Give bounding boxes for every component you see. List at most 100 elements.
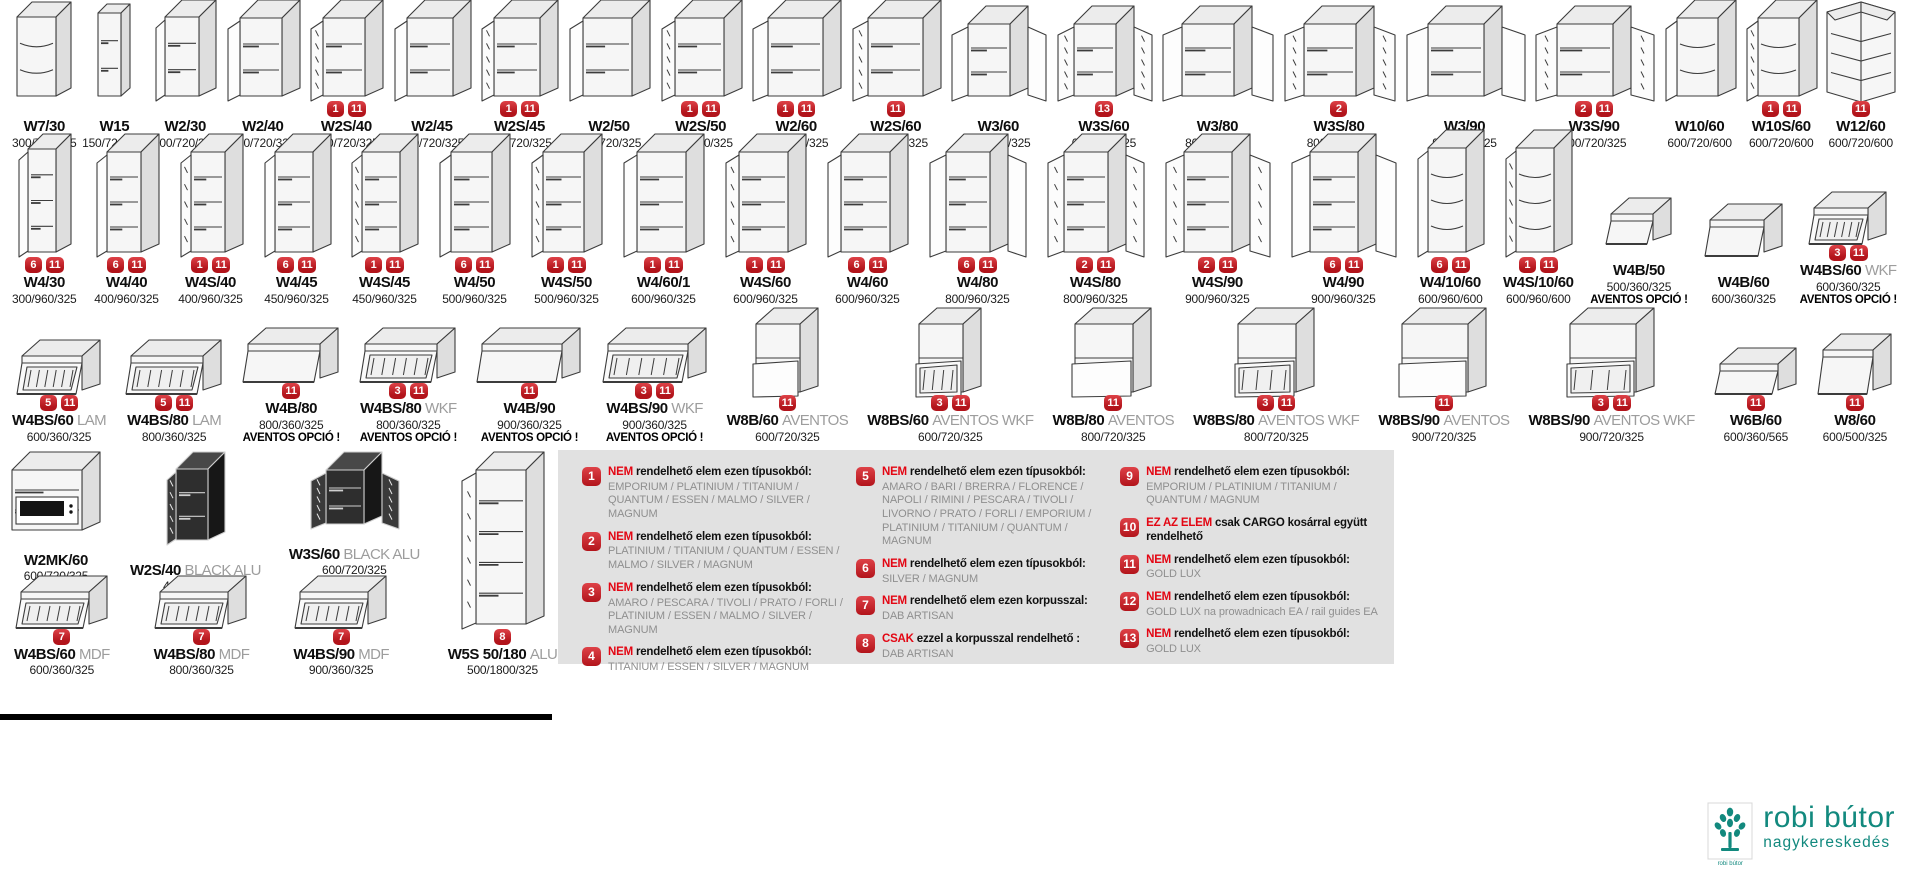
badge-row: 7 [53, 628, 71, 646]
restriction-badge-11: 11 [348, 101, 366, 118]
legend-badge-8: 8 [855, 633, 875, 653]
legend-text: NEM rendelhető elem ezen típusokból: EMPO… [608, 466, 846, 522]
legend-keyword: NEM [1146, 591, 1172, 604]
restriction-badge-11: 11 [656, 383, 674, 400]
cabinet-dimensions: 800/960/325 [945, 291, 1010, 306]
cabinet-drawing [1704, 202, 1784, 260]
cabinet-drawing [722, 132, 808, 260]
cabinet-code: W2/40 [242, 118, 284, 136]
cabinet-dimensions: 600/720/325 [755, 429, 820, 444]
restriction-badge-11: 11 [175, 395, 194, 412]
cabinet-name: W4/30 [24, 275, 66, 291]
cabinet-drawing [154, 574, 248, 632]
cabinet-name: W4/60 [847, 275, 889, 291]
cabinet-dimensions: 400/960/325 [178, 291, 243, 306]
legend-badge-7: 7 [855, 596, 875, 616]
cabinet-item: 2 11 W4S/80 800/960/325 [1044, 132, 1146, 306]
logo-title: robi bútor [1763, 801, 1895, 834]
cabinet-item: 11 W12/60 600/720/600 [1825, 0, 1897, 150]
legend-heading: NEM rendelhető elem ezen típusokból: [608, 466, 812, 478]
cabinet-dimensions: 900/720/325 [1411, 429, 1477, 444]
cabinet-variant-suffix: AVENTOS WKF [1589, 412, 1695, 430]
restriction-badge-11: 11 [1452, 257, 1470, 274]
cabinet-item: W2/30 300/720/325 [152, 0, 218, 150]
cabinet-name: W4S/45 [359, 275, 410, 291]
badge-row: 7 [332, 628, 350, 646]
cabinet-item: 11 W6B/60 600/360/565 [1714, 346, 1798, 444]
cabinet-code: W4/80 [956, 274, 999, 292]
restriction-badge-11: 11 [1746, 395, 1765, 412]
cabinet-item: 2 11 W3S/90 900/720/325 [1532, 4, 1656, 150]
cabinet-item: W2/50 500/720/325 [566, 0, 652, 150]
cabinet-drawing [436, 132, 512, 260]
restriction-badge-6: 6 [24, 257, 42, 274]
cabinet-item: 11 W4B/90 900/360/325 AVENTOS OPCIÓ ! [476, 326, 582, 444]
cabinet-drawing [849, 0, 943, 104]
cabinet-name: W3S/60 [1078, 119, 1129, 135]
badge-row: 11 [1104, 394, 1123, 412]
cabinet-row-3: 5 11 W4BS/60 LAM 600/360/325 5 11 W4BS/80 LAM 8… [0, 306, 1909, 444]
cabinet-item: 11 W8/60 600/500/325 [1817, 332, 1893, 444]
restriction-badge-2: 2 [1574, 101, 1592, 118]
cabinet-drawing [307, 450, 401, 532]
cabinet-variant-suffix: AVENTOS [778, 412, 849, 430]
legend-badge-6: 6 [855, 558, 875, 578]
cabinet-code: W6B/60 [1729, 412, 1782, 430]
restriction-badge-11: 11 [128, 257, 146, 274]
cabinet-name: W4BS/60 LAM [12, 412, 107, 430]
cabinet-drawing [476, 326, 582, 386]
cabinet-item: W2/40 400/720/325 [224, 0, 302, 150]
cabinet-item: W3S/60 BLACK ALU 600/720/325 [289, 450, 420, 578]
cabinet-name: W4/60/1 [637, 275, 690, 291]
cabinet-drawing [1714, 346, 1798, 398]
legend-item-2: 2 NEM rendelhető elem ezen típusokból: PLA… [582, 531, 846, 573]
badge-row: 11 [778, 394, 797, 412]
badge-row: 2 11 [1076, 256, 1115, 274]
cabinet-dimensions: 800/960/325 [1063, 291, 1128, 306]
cabinet-dimensions: 600/720/600 [1828, 135, 1894, 150]
legend-badge-1: 1 [582, 467, 601, 486]
cabinet-drawing [242, 326, 340, 386]
cabinet-code: W4/60/1 [636, 274, 690, 292]
cabinet-code: W4BS/90 [606, 400, 668, 418]
cabinet-drawing [15, 0, 73, 104]
restriction-badge-1: 1 [644, 257, 662, 274]
restriction-badge-1: 1 [547, 257, 565, 274]
cabinet-drawing [1817, 332, 1893, 398]
cabinet-item: 3 11 W8BS/60 AVENTOS WKF 600/720/325 [867, 306, 1034, 444]
logo-subtitle: nagykereskedés [1763, 833, 1891, 851]
cabinet-item: 6 11 W4/80 800/960/325 [926, 132, 1028, 306]
restriction-badge-8: 8 [493, 629, 511, 645]
cabinet-item: 1 11 W4S/45 450/960/325 [348, 132, 420, 306]
cabinet-name: W4S/80 [1070, 275, 1121, 291]
cabinet-code: W4BS/80 [153, 646, 216, 663]
cabinet-code: W2S/40 [130, 562, 181, 579]
badge-row: 11 [520, 382, 539, 400]
cabinet-dimensions: 600/720/325 [322, 563, 387, 578]
restriction-badge-7: 7 [192, 629, 210, 645]
cabinet-row-5: 7 W4BS/60 MDF 600/360/325 7 W4BS/80 MDF 800/3… [14, 574, 390, 678]
cabinet-drawing [391, 0, 473, 104]
restriction-badge-11: 11 [767, 257, 785, 274]
legend-keyword: NEM [881, 466, 907, 478]
cabinet-code: W4/90 [1322, 274, 1365, 292]
restriction-badge-11: 11 [1539, 257, 1558, 274]
cabinet-code: W15 [99, 118, 130, 136]
cabinet-name: W8B/60 AVENTOS [727, 412, 849, 430]
legend-body: GOLD LUX [1146, 643, 1201, 656]
cabinet-name: W8/60 [1834, 413, 1876, 429]
cabinet-name: W4BS/80 LAM [127, 413, 222, 429]
cabinet-variant-suffix: BLACK ALU [339, 546, 420, 563]
restriction-badge-11: 11 [665, 257, 683, 274]
restriction-badge-3: 3 [1256, 395, 1274, 412]
cabinet-dimensions: 600/360/325 [1711, 291, 1776, 306]
cabinet-drawing [348, 132, 420, 260]
cabinet-drawing [307, 0, 385, 104]
cabinet-code: W4BS/60 [12, 412, 74, 430]
cabinet-dimensions: 500/1800/325 [466, 663, 538, 678]
badge-row: 13 [1094, 100, 1113, 118]
cabinet-code: W4S/45 [359, 274, 410, 292]
cabinet-item: 7 W4BS/60 MDF 600/360/325 [14, 574, 110, 678]
cabinet-dimensions: 800/360/325 [376, 417, 441, 432]
aventos-option-note: AVENTOS OPCIÓ ! [1590, 294, 1688, 306]
